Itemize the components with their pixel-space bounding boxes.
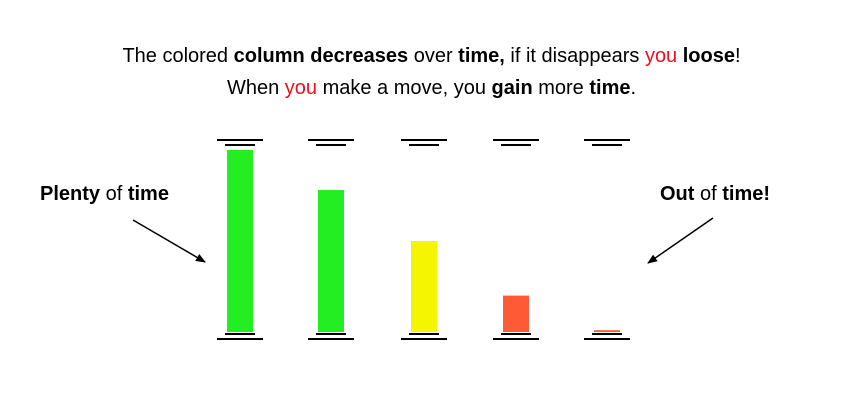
column-fill-bar [411, 241, 437, 332]
out-of-time-label: Out of time! [660, 182, 770, 206]
out-of-time-segment: time! [722, 183, 771, 205]
headline-line-1-segment: loose [682, 45, 735, 67]
headline-line-2-segment: . [630, 77, 637, 99]
headline-line-1-segment: over [408, 45, 459, 67]
plenty-of-time-segment: of [100, 183, 128, 205]
timer-columns [217, 139, 630, 340]
column-fill-bar [594, 330, 620, 332]
right-arrow [647, 217, 714, 264]
plenty-of-time-label: Plenty of time [40, 182, 169, 206]
headline-line-2-segment: more [532, 77, 590, 99]
column-fill-bar [503, 295, 529, 332]
headline-line-2-segment: When [226, 77, 285, 99]
column-fill-bar [227, 150, 253, 332]
plenty-of-time-segment: time [127, 183, 169, 205]
headline-line-2-segment: you [284, 77, 318, 99]
timer-column-3 [401, 139, 447, 340]
headline-line-1-segment: ! [735, 45, 741, 67]
timer-column-1 [217, 139, 263, 340]
headline-line-1: The colored column decreases over time, … [0, 44, 863, 68]
timer-column-4 [493, 139, 539, 340]
left-arrow [132, 219, 206, 263]
headline-line-1-segment: you [644, 45, 678, 67]
headline-line-1-segment: The colored [122, 45, 234, 67]
headline-line-2-segment: time [589, 77, 631, 99]
out-of-time-segment: of [694, 183, 723, 205]
out-of-time-segment: Out [660, 183, 695, 205]
headline-line-1-segment: time, [458, 45, 505, 67]
headline-line-2-segment: make a move, you [317, 77, 492, 99]
headline-line-2-segment: gain [491, 77, 533, 99]
column-fill-bar [318, 190, 344, 332]
timer-column-5 [584, 139, 630, 340]
plenty-of-time-segment: Plenty [40, 183, 101, 205]
headline-line-1-segment: if it disappears [504, 45, 645, 67]
headline-line-1-segment: column decreases [233, 45, 409, 67]
headline-line-2: When you make a move, you gain more time… [0, 76, 863, 100]
timer-column-2 [308, 139, 354, 340]
